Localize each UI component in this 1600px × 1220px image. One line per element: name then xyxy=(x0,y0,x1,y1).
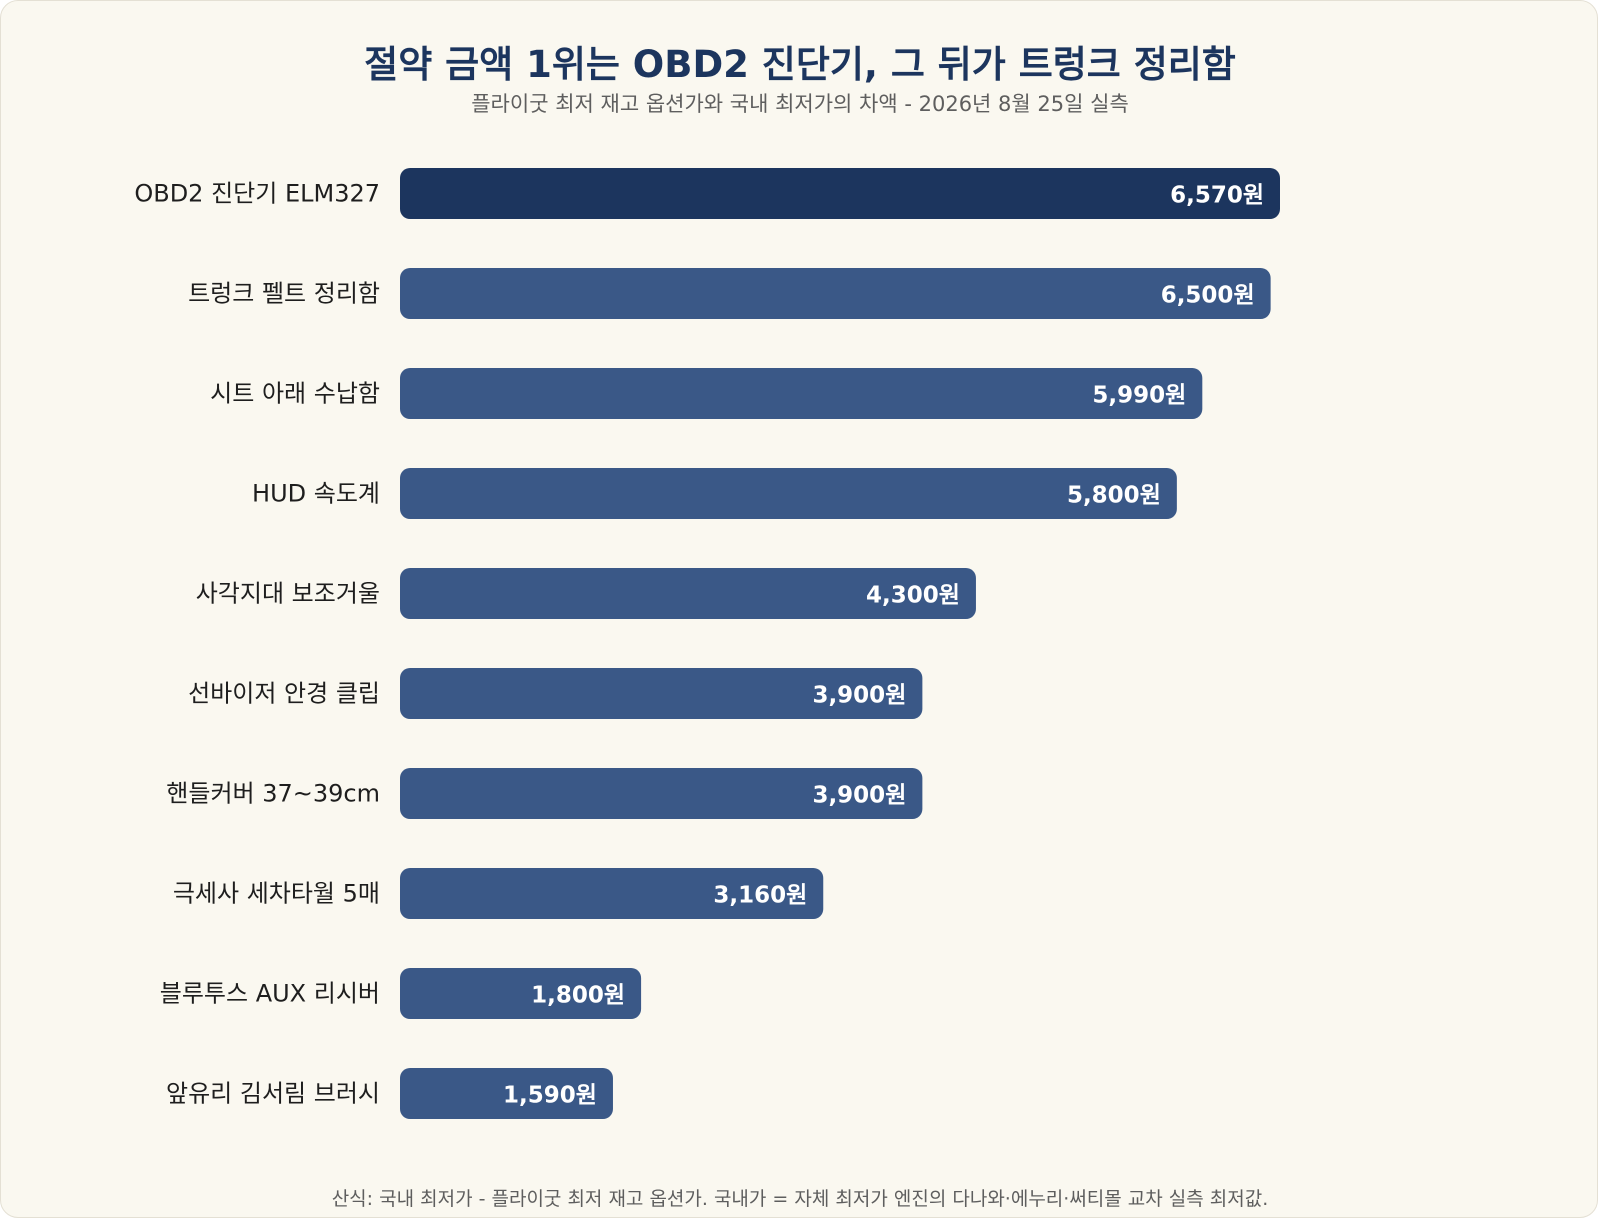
bar xyxy=(400,168,1280,219)
value-label: 3,900원 xyxy=(812,683,906,709)
category-label: 트렁크 펠트 정리함 xyxy=(188,280,380,308)
category-label: 핸들커버 37~39cm xyxy=(166,780,380,808)
value-label: 6,500원 xyxy=(1161,283,1255,309)
category-label: OBD2 진단기 ELM327 xyxy=(134,180,380,208)
category-label: 앞유리 김서림 브러시 xyxy=(166,1080,380,1108)
value-label: 4,300원 xyxy=(866,583,960,609)
value-label: 6,570원 xyxy=(1170,183,1264,209)
value-label: 3,160원 xyxy=(713,883,807,909)
bar xyxy=(400,268,1271,319)
value-label: 5,990원 xyxy=(1092,383,1186,409)
bar xyxy=(400,468,1177,519)
category-label: 선바이저 안경 클립 xyxy=(188,680,380,708)
category-label: 극세사 세차타월 5매 xyxy=(173,880,380,908)
bar xyxy=(400,868,824,919)
category-label: 사각지대 보조거울 xyxy=(196,580,380,608)
category-label: HUD 속도계 xyxy=(252,480,380,508)
value-label: 3,900원 xyxy=(812,783,906,809)
chart-subtitle: 플라이굿 최저 재고 옵션가와 국내 최저가의 차액 - 2026년 8월 25… xyxy=(471,92,1129,116)
category-label: 블루투스 AUX 리시버 xyxy=(160,980,380,1008)
bar xyxy=(400,568,976,619)
bar xyxy=(400,768,923,819)
value-label: 5,800원 xyxy=(1067,483,1161,509)
bar xyxy=(400,1068,613,1119)
bar xyxy=(400,968,642,1019)
bar xyxy=(400,668,923,719)
category-label: 시트 아래 수납함 xyxy=(210,380,380,408)
value-label: 1,590원 xyxy=(503,1083,597,1109)
value-label: 1,800원 xyxy=(531,983,625,1009)
chart-title: 절약 금액 1위는 OBD2 진단기, 그 뒤가 트렁크 정리함 xyxy=(364,43,1236,86)
footnote: 산식: 국내 최저가 - 플라이굿 최저 재고 옵션가. 국내가 = 자체 최저… xyxy=(331,1188,1269,1210)
bar xyxy=(400,368,1203,419)
